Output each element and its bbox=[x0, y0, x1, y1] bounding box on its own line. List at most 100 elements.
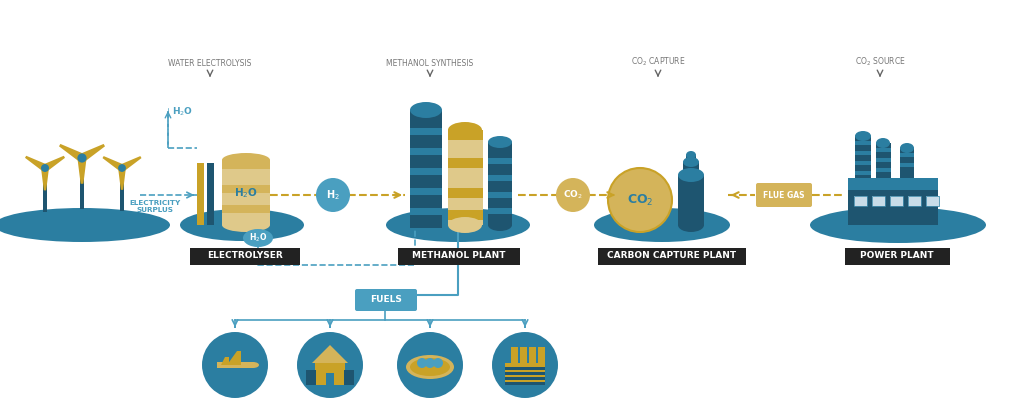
Ellipse shape bbox=[876, 138, 890, 148]
Bar bbox=[855, 136, 871, 178]
Polygon shape bbox=[78, 158, 87, 184]
Text: CO$_2$ SOURCE: CO$_2$ SOURCE bbox=[855, 55, 905, 68]
Bar bbox=[449, 210, 483, 220]
Text: H$_2$O: H$_2$O bbox=[172, 106, 194, 118]
Bar bbox=[845, 248, 950, 265]
Polygon shape bbox=[102, 156, 124, 171]
Ellipse shape bbox=[425, 358, 435, 368]
Bar bbox=[908, 196, 921, 206]
Bar bbox=[121, 168, 124, 211]
Bar bbox=[488, 142, 512, 225]
Circle shape bbox=[608, 168, 672, 232]
Bar bbox=[529, 347, 536, 365]
Ellipse shape bbox=[247, 362, 259, 368]
Circle shape bbox=[118, 164, 126, 172]
Bar bbox=[505, 363, 545, 385]
Circle shape bbox=[297, 332, 362, 398]
Polygon shape bbox=[25, 156, 47, 171]
Ellipse shape bbox=[683, 157, 699, 167]
Circle shape bbox=[316, 178, 350, 212]
Bar bbox=[449, 158, 483, 168]
Ellipse shape bbox=[488, 136, 512, 148]
Bar bbox=[926, 196, 939, 206]
Circle shape bbox=[202, 332, 268, 398]
Circle shape bbox=[492, 332, 558, 398]
Bar bbox=[326, 373, 334, 385]
Polygon shape bbox=[120, 156, 141, 171]
Ellipse shape bbox=[222, 153, 270, 167]
Ellipse shape bbox=[488, 219, 512, 231]
FancyBboxPatch shape bbox=[355, 289, 417, 311]
Polygon shape bbox=[41, 168, 49, 190]
Bar bbox=[872, 196, 885, 206]
Bar bbox=[505, 382, 545, 385]
Text: H$_2$O: H$_2$O bbox=[249, 232, 267, 244]
Bar bbox=[207, 163, 214, 225]
Ellipse shape bbox=[900, 143, 914, 153]
Text: CARBON CAPTURE PLANT: CARBON CAPTURE PLANT bbox=[607, 252, 736, 261]
Bar bbox=[890, 196, 903, 206]
Bar bbox=[848, 178, 938, 225]
Bar bbox=[876, 148, 891, 152]
Text: POWER PLANT: POWER PLANT bbox=[860, 252, 934, 261]
Ellipse shape bbox=[678, 218, 705, 232]
Bar bbox=[855, 151, 871, 155]
Text: FLUE GAS: FLUE GAS bbox=[763, 190, 805, 199]
Bar bbox=[222, 205, 270, 213]
Bar bbox=[876, 158, 891, 162]
Ellipse shape bbox=[433, 358, 443, 368]
Ellipse shape bbox=[222, 218, 270, 232]
Bar bbox=[344, 370, 354, 385]
Ellipse shape bbox=[410, 358, 450, 376]
Bar bbox=[222, 185, 270, 193]
Polygon shape bbox=[59, 144, 84, 162]
Bar bbox=[488, 208, 512, 214]
Bar bbox=[222, 160, 270, 169]
Text: CO$_2$: CO$_2$ bbox=[627, 192, 653, 208]
Bar bbox=[520, 347, 527, 365]
Polygon shape bbox=[118, 168, 126, 190]
Text: WATER ELECTROLYSIS: WATER ELECTROLYSIS bbox=[168, 59, 252, 68]
Ellipse shape bbox=[386, 208, 530, 242]
Text: ELECTRICITY
SURPLUS: ELECTRICITY SURPLUS bbox=[129, 200, 180, 213]
Bar bbox=[43, 168, 47, 212]
Bar bbox=[686, 155, 696, 164]
Bar bbox=[855, 171, 871, 175]
Bar bbox=[855, 141, 871, 145]
Bar bbox=[505, 367, 545, 370]
Text: CO$_2$: CO$_2$ bbox=[563, 189, 583, 201]
Ellipse shape bbox=[410, 102, 442, 118]
Bar bbox=[410, 208, 442, 215]
Polygon shape bbox=[221, 357, 229, 365]
Bar bbox=[854, 196, 867, 206]
FancyBboxPatch shape bbox=[756, 183, 812, 207]
Bar bbox=[410, 168, 442, 175]
Bar bbox=[926, 196, 939, 206]
Bar bbox=[306, 370, 316, 385]
Bar bbox=[848, 178, 938, 190]
Bar bbox=[410, 110, 442, 228]
Bar bbox=[538, 347, 545, 365]
Circle shape bbox=[556, 178, 590, 212]
Ellipse shape bbox=[180, 209, 304, 241]
Bar bbox=[876, 168, 891, 172]
Bar bbox=[449, 130, 483, 225]
Polygon shape bbox=[227, 351, 241, 365]
Bar bbox=[511, 347, 518, 365]
Bar bbox=[410, 188, 442, 195]
Bar bbox=[683, 162, 699, 177]
Circle shape bbox=[78, 153, 87, 163]
Bar bbox=[900, 163, 914, 167]
Ellipse shape bbox=[449, 122, 482, 138]
Bar bbox=[678, 175, 705, 225]
Text: METHANOL PLANT: METHANOL PLANT bbox=[413, 252, 506, 261]
Bar bbox=[410, 128, 442, 135]
Bar bbox=[908, 196, 921, 206]
Ellipse shape bbox=[449, 217, 482, 233]
Bar bbox=[876, 143, 891, 178]
Ellipse shape bbox=[406, 355, 454, 379]
Bar bbox=[449, 130, 483, 140]
Bar bbox=[854, 196, 867, 206]
Ellipse shape bbox=[686, 151, 696, 159]
Ellipse shape bbox=[0, 208, 170, 242]
